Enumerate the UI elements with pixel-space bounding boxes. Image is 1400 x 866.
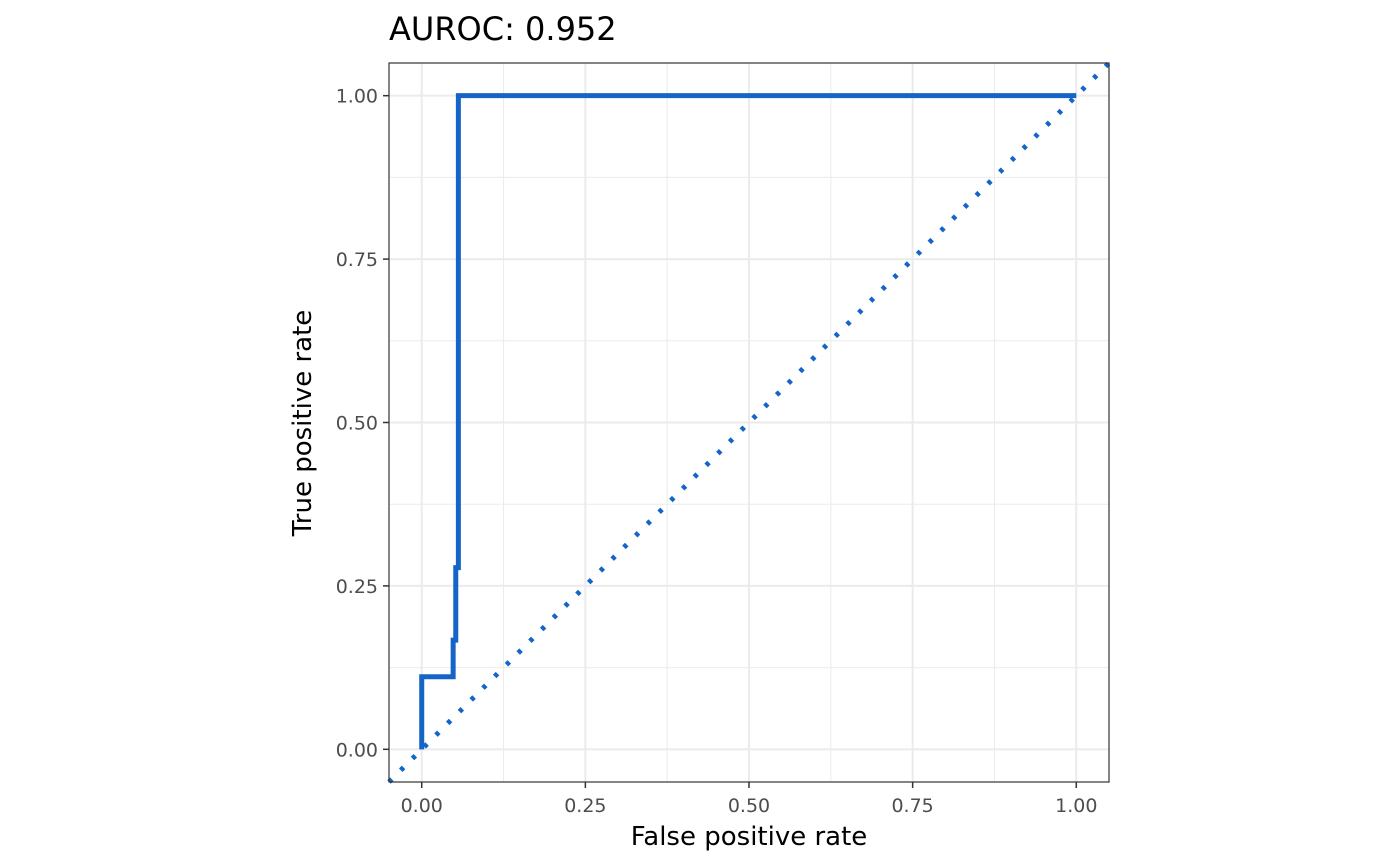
y-tick-label: 0.25 bbox=[336, 576, 378, 598]
series-layer bbox=[387, 61, 1111, 784]
y-tick-label: 0.50 bbox=[336, 413, 378, 435]
y-tick-label: 0.75 bbox=[336, 249, 378, 271]
x-tick-label: 0.25 bbox=[564, 795, 606, 817]
chart-title: AUROC: 0.952 bbox=[389, 10, 617, 48]
y-tick-label: 1.00 bbox=[336, 86, 378, 108]
x-tick-label: 1.00 bbox=[1055, 795, 1097, 817]
x-tick-label: 0.75 bbox=[891, 795, 933, 817]
y-axis-label: True positive rate bbox=[288, 310, 318, 538]
roc-curve-line bbox=[419, 93, 1077, 750]
x-axis-ticks: 0.00 0.25 0.50 0.75 1.00 bbox=[401, 782, 1097, 817]
x-axis-label: False positive rate bbox=[631, 822, 868, 852]
chance-diagonal-line bbox=[387, 61, 1111, 784]
y-axis-ticks: 0.00 0.25 0.50 0.75 1.00 bbox=[336, 86, 389, 761]
x-tick-label: 0.00 bbox=[401, 795, 443, 817]
x-tick-label: 0.50 bbox=[728, 795, 770, 817]
y-tick-label: 0.00 bbox=[336, 739, 378, 761]
